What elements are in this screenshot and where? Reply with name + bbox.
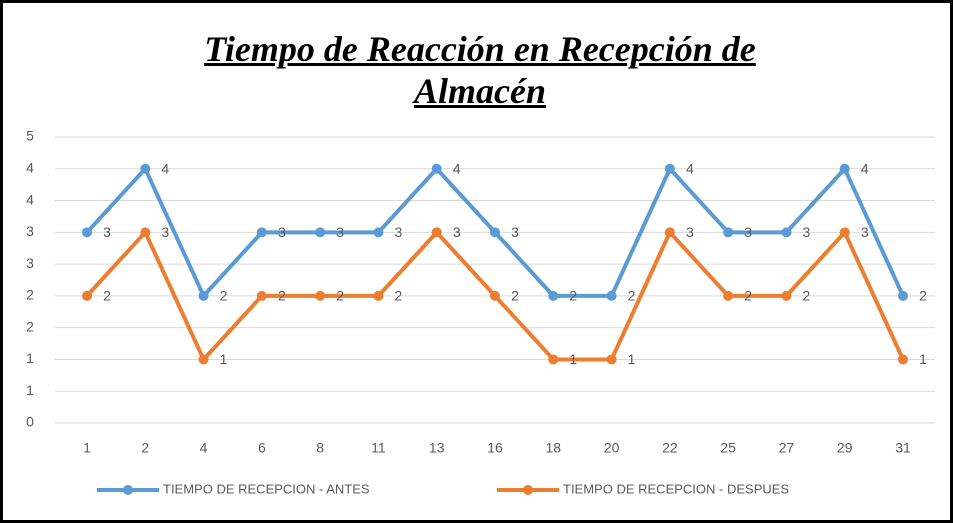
y-tick-label: 1 <box>26 350 34 366</box>
data-label: 3 <box>161 224 169 240</box>
data-label: 2 <box>395 288 403 304</box>
x-tick-label: 8 <box>316 440 324 456</box>
x-tick-label: 11 <box>371 440 386 456</box>
x-tick-label: 6 <box>258 440 266 456</box>
data-point <box>373 290 384 301</box>
data-label: 1 <box>569 351 577 367</box>
x-tick-label: 4 <box>200 440 208 456</box>
x-tick-label: 29 <box>837 440 853 456</box>
data-label: 2 <box>744 288 752 304</box>
data-point <box>781 227 792 238</box>
y-tick-label: 3 <box>26 223 34 239</box>
data-point <box>606 290 617 301</box>
data-label: 3 <box>744 224 752 240</box>
legend-label: TIEMPO DE RECEPCION - ANTES <box>163 481 370 496</box>
data-point <box>198 290 209 301</box>
x-tick-label: 18 <box>545 440 561 456</box>
chart-title: Tiempo de Reacción en Recepción de Almac… <box>204 29 756 111</box>
data-point <box>140 227 151 238</box>
data-label: 2 <box>103 288 111 304</box>
data-point <box>548 290 559 301</box>
data-point <box>431 163 442 174</box>
x-tick-label: 13 <box>429 440 445 456</box>
data-point <box>490 227 500 238</box>
x-tick-label: 16 <box>487 440 503 456</box>
data-label: 4 <box>453 160 461 176</box>
data-label: 3 <box>803 224 811 240</box>
data-point <box>490 290 500 301</box>
y-tick-label: 2 <box>26 318 34 334</box>
data-label: 1 <box>919 351 927 367</box>
data-point <box>315 290 326 301</box>
data-label: 2 <box>628 288 636 304</box>
data-point <box>82 290 92 301</box>
data-point <box>723 290 734 301</box>
data-point <box>256 290 267 301</box>
data-label: 2 <box>569 288 577 304</box>
y-tick-label: 4 <box>26 191 34 207</box>
data-label: 4 <box>861 160 869 176</box>
data-label: 3 <box>103 224 111 240</box>
data-point <box>256 227 267 238</box>
data-point <box>723 227 734 238</box>
data-label: 3 <box>686 224 694 240</box>
data-point <box>839 163 850 174</box>
data-label: 3 <box>336 224 344 240</box>
data-point <box>198 354 209 365</box>
data-label: 2 <box>278 288 286 304</box>
data-label: 1 <box>220 351 228 367</box>
legend-marker <box>523 485 533 495</box>
x-tick-label: 20 <box>604 440 620 456</box>
data-label: 3 <box>395 224 403 240</box>
x-tick-label: 25 <box>720 440 736 456</box>
data-label: 2 <box>511 288 519 304</box>
y-tick-label: 2 <box>26 287 34 303</box>
x-tick-label: 22 <box>662 440 678 456</box>
data-label: 3 <box>278 224 286 240</box>
data-point <box>82 227 92 238</box>
y-tick-label: 5 <box>26 128 34 144</box>
y-tick-label: 4 <box>26 159 34 175</box>
data-label: 3 <box>453 224 461 240</box>
data-label: 4 <box>686 160 694 176</box>
data-point <box>664 163 675 174</box>
data-label: 3 <box>511 224 519 240</box>
x-tick-label: 2 <box>141 440 149 456</box>
data-point <box>898 290 908 301</box>
x-tick-label: 27 <box>779 440 795 456</box>
data-label: 4 <box>161 160 169 176</box>
y-tick-label: 3 <box>26 255 34 271</box>
legend-marker <box>123 485 133 495</box>
y-tick-label: 0 <box>26 414 34 430</box>
data-point <box>315 227 326 238</box>
data-point <box>373 227 384 238</box>
x-tick-label: 1 <box>83 440 91 456</box>
data-point <box>781 290 792 301</box>
data-label: 2 <box>220 288 228 304</box>
data-point <box>839 227 850 238</box>
data-label: 2 <box>803 288 811 304</box>
data-point <box>140 163 151 174</box>
data-label: 2 <box>336 288 344 304</box>
data-point <box>664 227 675 238</box>
x-tick-label: 31 <box>895 440 911 456</box>
legend-label: TIEMPO DE RECEPCION - DESPUES <box>563 481 789 496</box>
data-point <box>898 354 908 365</box>
data-point <box>606 354 617 365</box>
y-tick-label: 1 <box>26 382 34 398</box>
data-point <box>548 354 559 365</box>
data-label: 2 <box>919 288 927 304</box>
data-point <box>431 227 442 238</box>
data-label: 1 <box>628 351 636 367</box>
data-label: 3 <box>861 224 869 240</box>
